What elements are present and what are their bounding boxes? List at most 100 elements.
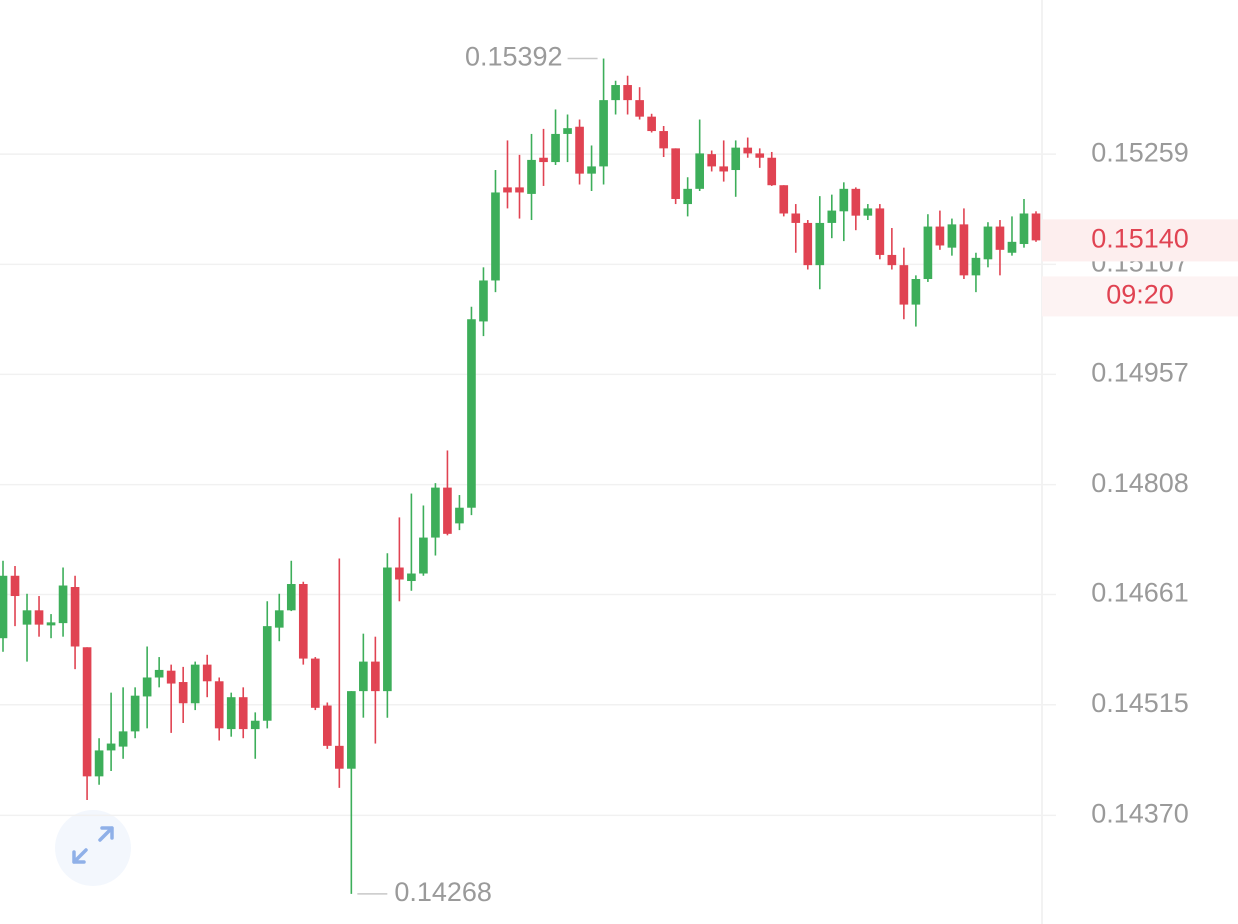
candle-body xyxy=(851,188,861,216)
candle-body xyxy=(298,584,308,659)
candle-body xyxy=(178,682,188,704)
expand-button-bg[interactable] xyxy=(55,810,131,886)
candle-body xyxy=(154,669,164,678)
candle-body xyxy=(130,695,140,732)
candle-body xyxy=(58,585,68,624)
candle-body xyxy=(226,697,236,730)
candle-body xyxy=(791,213,801,223)
candle-body xyxy=(383,567,392,692)
candle-body xyxy=(106,743,116,751)
candle-body xyxy=(971,257,981,276)
candle-body xyxy=(875,208,885,255)
candles xyxy=(0,58,1041,894)
candle-body xyxy=(347,691,356,769)
candle-body xyxy=(94,750,104,777)
candle-body xyxy=(70,587,80,647)
candle-body xyxy=(815,222,825,266)
candle-body xyxy=(310,658,320,708)
candle-body xyxy=(767,157,777,186)
candle-body xyxy=(166,670,176,684)
candle-body xyxy=(22,610,32,625)
candle-body xyxy=(947,224,957,248)
candle-body xyxy=(575,126,584,174)
countdown-bg xyxy=(1042,276,1238,317)
candle-body xyxy=(1019,213,1029,245)
y-tick-label: 0.14808 xyxy=(1091,468,1189,498)
candle-body xyxy=(755,153,765,158)
countdown-label: 09:20 xyxy=(1106,280,1174,310)
candle-body xyxy=(959,224,969,276)
candle-body xyxy=(827,210,837,223)
candle-body xyxy=(695,153,704,189)
candle-body xyxy=(250,720,260,730)
candle-body xyxy=(587,166,596,174)
candle-body xyxy=(214,681,224,729)
candle-body xyxy=(202,664,212,682)
candle-body xyxy=(503,187,512,193)
annotation-label: 0.15392 xyxy=(465,42,563,72)
candle-body xyxy=(731,147,741,171)
candle-body xyxy=(1031,213,1041,241)
candle-body xyxy=(635,100,644,117)
candle-body xyxy=(479,280,488,322)
candle-body xyxy=(46,622,56,626)
candle-body xyxy=(863,208,873,216)
candle-body xyxy=(779,185,789,214)
candle-body xyxy=(10,575,20,597)
candle-body xyxy=(659,131,668,149)
candle-body xyxy=(431,487,440,538)
candle-body xyxy=(0,575,8,639)
candle-body xyxy=(286,584,296,611)
candle-body xyxy=(551,133,560,163)
candle-body xyxy=(371,661,380,692)
candle-body xyxy=(539,157,548,163)
last-price-bg xyxy=(1042,219,1238,262)
candle-body xyxy=(935,226,945,246)
candle-body xyxy=(923,226,933,280)
candle-body xyxy=(683,188,692,205)
candle-body xyxy=(335,745,344,769)
candle-body xyxy=(839,188,849,212)
candle-body xyxy=(515,187,524,193)
candle-body xyxy=(82,647,92,777)
candle-body xyxy=(911,279,921,305)
candle-body xyxy=(443,487,452,534)
candle-body xyxy=(563,128,572,134)
candle-body xyxy=(142,677,152,697)
candle-body xyxy=(455,507,464,524)
candle-body xyxy=(623,85,632,101)
candle-body xyxy=(262,626,272,721)
y-tick-label: 0.14515 xyxy=(1091,688,1189,718)
expand-icon[interactable] xyxy=(72,826,114,864)
candle-body xyxy=(491,192,500,281)
candle-body xyxy=(719,166,729,172)
y-tick-label: 0.14370 xyxy=(1091,799,1189,829)
candle-body xyxy=(1007,241,1017,253)
y-tick-label: 0.14661 xyxy=(1091,578,1189,608)
candle-body xyxy=(743,147,753,154)
candle-body xyxy=(407,573,416,582)
candle-body xyxy=(395,567,404,580)
candle-body xyxy=(983,226,993,260)
candle-body xyxy=(995,226,1005,250)
candle-body xyxy=(274,610,284,628)
y-tick-label: 0.14957 xyxy=(1091,357,1189,387)
candle-body xyxy=(599,100,608,167)
candle-body xyxy=(419,537,428,574)
candle-body xyxy=(118,731,128,747)
candle-body xyxy=(707,154,717,167)
candle-body xyxy=(671,148,680,199)
candle-body xyxy=(34,610,44,625)
y-tick-label: 0.15259 xyxy=(1091,137,1189,167)
candle-body xyxy=(803,222,813,266)
candle-body xyxy=(322,705,332,746)
candle-body xyxy=(527,159,536,194)
annotation-label: 0.14268 xyxy=(394,877,492,907)
candle-body xyxy=(611,85,620,101)
grid xyxy=(0,153,1056,817)
candle-body xyxy=(467,319,476,508)
candle-body xyxy=(238,697,248,730)
candle-body xyxy=(887,254,897,266)
expand-button[interactable] xyxy=(55,810,131,886)
